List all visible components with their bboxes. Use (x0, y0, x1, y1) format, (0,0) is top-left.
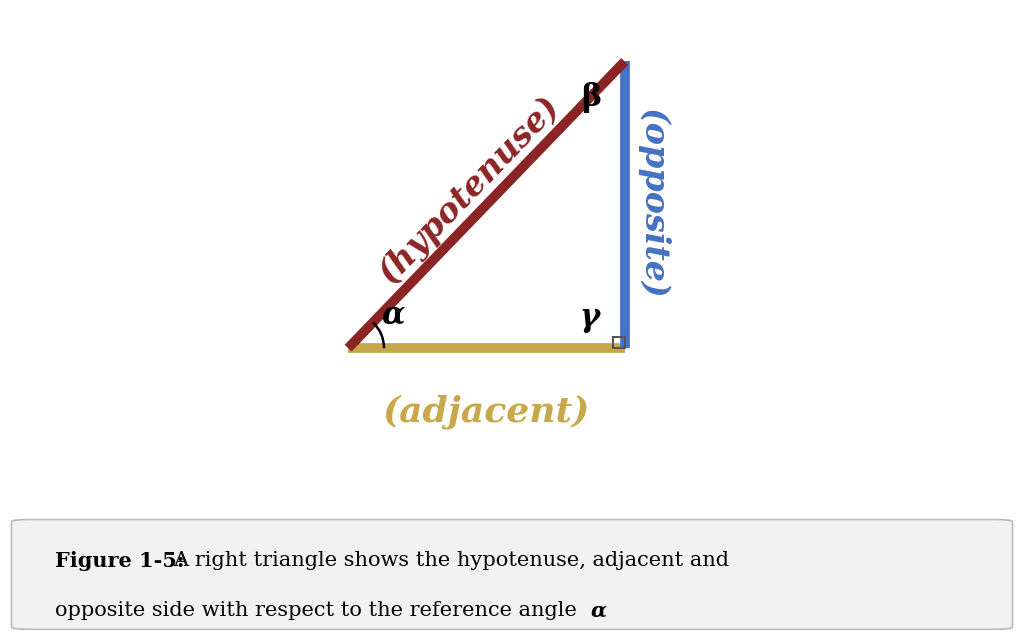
Text: β: β (582, 82, 601, 113)
Text: (adjacent): (adjacent) (383, 394, 590, 429)
Text: Figure 1-5:: Figure 1-5: (55, 551, 184, 571)
Text: α: α (591, 601, 607, 621)
Text: α: α (381, 300, 404, 330)
FancyBboxPatch shape (11, 520, 1013, 629)
Text: (hypotenuse): (hypotenuse) (373, 89, 567, 289)
Bar (613, 337, 625, 348)
Text: (opposite): (opposite) (636, 109, 670, 300)
Text: γ: γ (579, 302, 599, 333)
Text: opposite side with respect to the reference angle: opposite side with respect to the refere… (55, 601, 584, 620)
Text: A right triangle shows the hypotenuse, adjacent and: A right triangle shows the hypotenuse, a… (173, 551, 729, 570)
